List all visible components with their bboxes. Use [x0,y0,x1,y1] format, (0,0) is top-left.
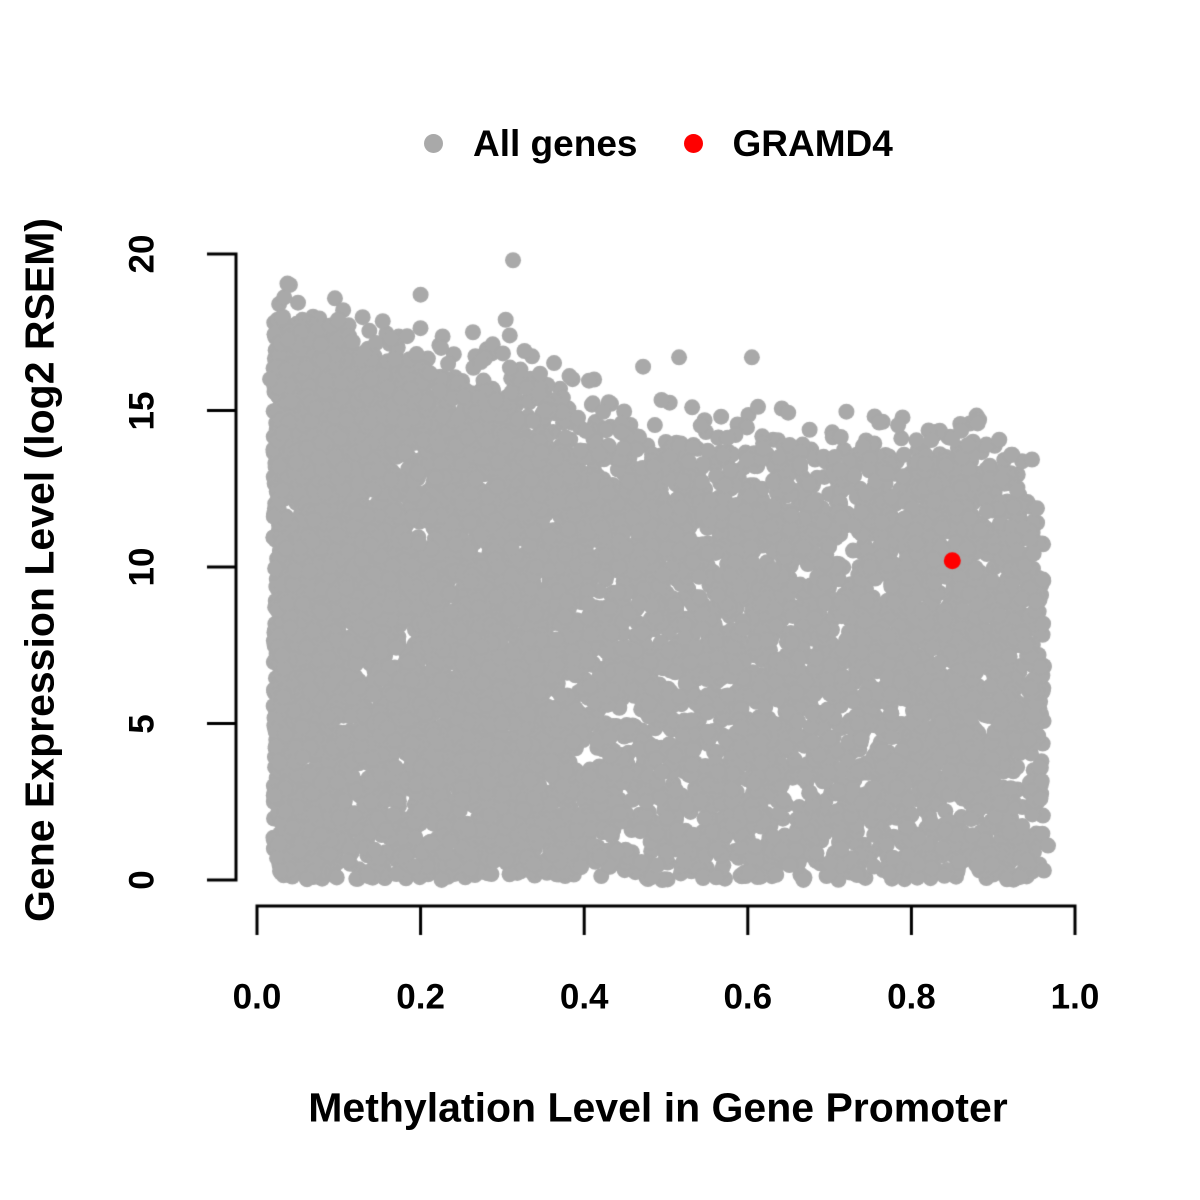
y-tick-label-15: 15 [122,391,162,430]
y-axis-title: Gene Expression Level (log2 RSEM) [16,217,63,923]
x-tick-label-0.6: 0.6 [723,977,773,1017]
x-axis-title: Methylation Level in Gene Promoter [308,1084,1008,1131]
y-tick-label-10: 10 [122,547,162,587]
legend: All genes GRAMD4 [424,118,893,168]
y-tick-label-20: 20 [122,234,162,274]
legend-label-all-genes: All genes [473,122,638,164]
gramd4-dot-icon [683,133,703,153]
x-tick-label-0.2: 0.2 [396,977,445,1017]
x-tick-label-0.8: 0.8 [887,977,936,1017]
x-tick-label-1.0: 1.0 [1050,977,1100,1017]
y-tick-label-5: 5 [122,713,162,734]
x-tick-label-0.4: 0.4 [559,977,609,1017]
legend-label-gramd4: GRAMD4 [732,122,893,164]
x-tick-label-0.0: 0.0 [232,977,282,1017]
y-tick-label-0: 0 [122,870,162,890]
all-genes-dot-icon [424,133,443,153]
